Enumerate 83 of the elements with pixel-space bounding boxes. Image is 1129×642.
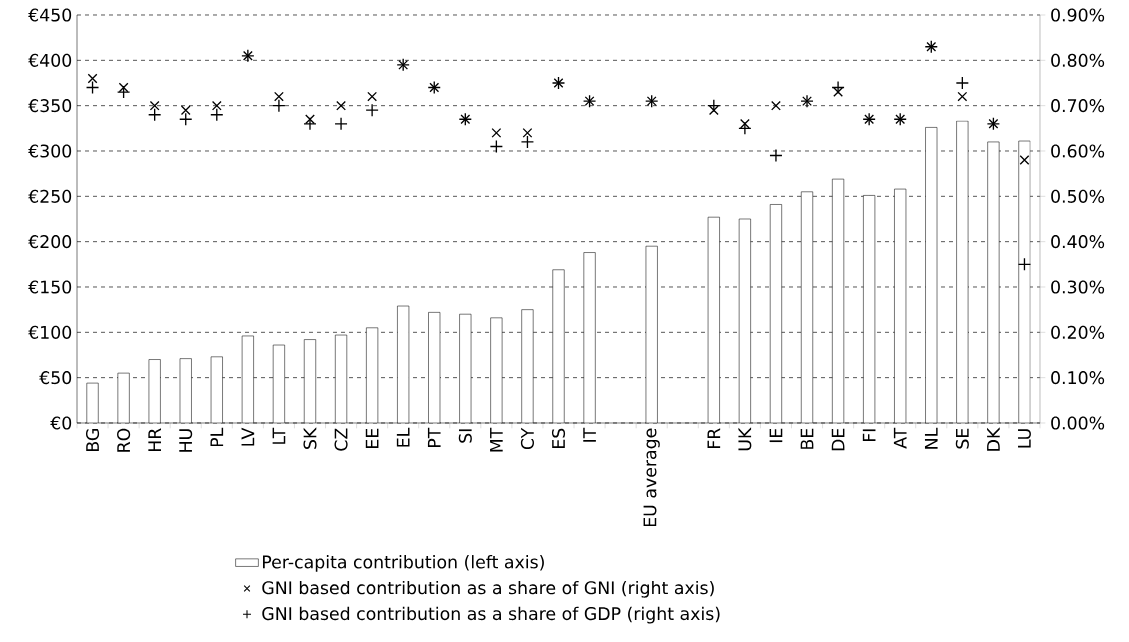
x-tick-label: HU — [179, 429, 193, 452]
x-tick-label: LT — [272, 427, 286, 444]
x-tick-label: EE — [365, 428, 379, 448]
x-tick-label: ES — [551, 428, 566, 448]
point — [334, 117, 348, 131]
x-tick-label: EU average — [643, 428, 660, 527]
x-tick-label: SI — [458, 429, 472, 443]
y2-tick-label: 0.20% — [1051, 325, 1105, 339]
point — [179, 112, 193, 126]
point — [116, 85, 131, 99]
y-tick-label: €300 — [28, 144, 72, 158]
x-tick-label: NL — [924, 427, 938, 449]
x-tick-label: LV — [241, 427, 255, 446]
y-tick-label: €250 — [28, 189, 72, 203]
y2-tick-label: 0.40% — [1051, 235, 1105, 249]
point — [771, 100, 781, 111]
point — [303, 117, 317, 131]
y2-tick-label: 0.10% — [1051, 371, 1105, 385]
x-tick-label: PT — [427, 427, 441, 448]
y2-tick-label: 0.80% — [1051, 53, 1105, 67]
y2-tick-label: 0.00% — [1051, 416, 1105, 430]
point — [957, 91, 968, 102]
point — [1019, 155, 1030, 165]
point — [769, 148, 783, 163]
x-tick-label: CZ — [334, 428, 348, 451]
x-tick-label: IT — [583, 427, 596, 442]
y2-tick-label: 0.60% — [1051, 144, 1105, 158]
y-tick-label: €350 — [28, 99, 72, 113]
y2-tick-label: 0.50% — [1051, 189, 1105, 203]
point — [272, 98, 286, 113]
x-tick-label: IE — [769, 428, 783, 443]
x-tick-label: HR — [148, 428, 161, 452]
point — [522, 127, 533, 138]
point — [336, 100, 346, 111]
x-tick-label: RO — [117, 428, 131, 452]
y-tick-label: €0 — [50, 416, 72, 430]
point — [210, 108, 224, 122]
point — [489, 139, 504, 154]
point — [180, 105, 191, 116]
y2-tick-label: 0.30% — [1051, 280, 1105, 294]
y2-tick-label: 0.90% — [1051, 8, 1105, 22]
point — [491, 127, 502, 138]
point — [211, 100, 222, 111]
y-tick-label: €450 — [28, 8, 72, 22]
x-tick-label: MT — [490, 427, 503, 452]
point — [148, 108, 162, 122]
point — [831, 80, 845, 95]
x-tick-label: DK — [987, 427, 1000, 451]
point — [1017, 257, 1032, 271]
point — [833, 87, 843, 97]
y2-tick-label: 0.70% — [1051, 99, 1105, 113]
point — [274, 91, 284, 102]
x-tick-label: PL — [210, 427, 224, 447]
x-tick-label: EL — [396, 427, 410, 447]
y-tick-label: €100 — [28, 325, 72, 339]
y-tick-label: €50 — [39, 371, 72, 385]
x-tick-label: BE — [800, 428, 814, 449]
legend-label: GNI based contribution as a share of GNI (right axis) — [262, 580, 714, 598]
y-tick-label: €150 — [28, 280, 72, 294]
point — [738, 121, 752, 135]
x-tick-label: FR — [707, 428, 721, 449]
x-tick-label: SK — [303, 427, 317, 449]
point — [85, 80, 100, 95]
x-tick-label: DE — [831, 428, 845, 451]
y-tick-label: €400 — [28, 53, 72, 67]
point — [707, 98, 721, 113]
point — [367, 91, 378, 102]
x-tick-label: SE — [955, 428, 969, 449]
point — [365, 103, 379, 117]
x-tick-label: AT — [893, 427, 907, 449]
x-tick-label: UK — [738, 427, 752, 451]
x-tick-label: FI — [862, 429, 876, 442]
y-tick-label: €200 — [28, 235, 72, 249]
x-tick-label: BG — [85, 429, 100, 452]
point — [708, 105, 719, 116]
x-tick-label: LU — [1018, 429, 1031, 448]
point — [149, 100, 160, 111]
point — [955, 76, 970, 90]
point — [520, 135, 535, 149]
legend-label: GNI based contribution as a share of GDP (right axis) — [262, 606, 720, 624]
legend-label: Per-capita contribution (left axis) — [263, 555, 544, 572]
point — [87, 73, 98, 84]
x-tick-label: CY — [520, 427, 534, 450]
